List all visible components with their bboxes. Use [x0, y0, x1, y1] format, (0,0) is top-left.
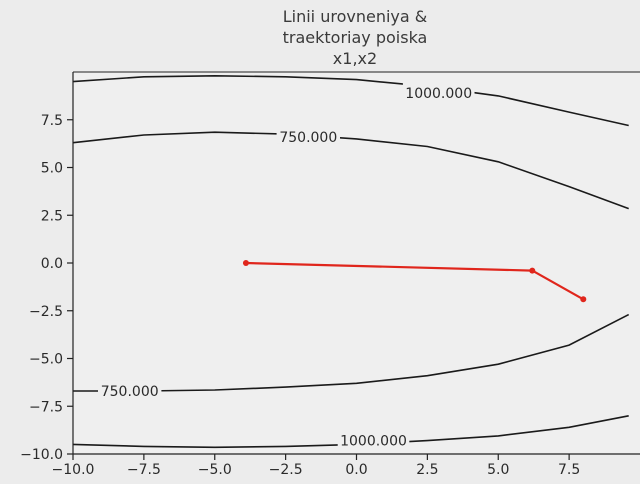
contour-label-gap-2 [98, 380, 162, 398]
chart-title-line-1: Linii urovneniya & [282, 7, 428, 26]
chart-title-line-3: x1,x2 [332, 49, 378, 68]
y-tick-label-1: −7.5 [29, 399, 63, 415]
y-tick-label-2: −5.0 [29, 352, 63, 368]
x-tick-label-7: 7.5 [558, 462, 580, 478]
y-tick-label-6: 5.0 [41, 161, 63, 177]
contour-line-0 [72, 74, 629, 127]
chart-title: Linii urovneniya & traektoriay poiska x1… [200, 6, 510, 69]
x-tick-label-5: 2.5 [416, 462, 438, 478]
y-tick-label-7: 7.5 [41, 113, 63, 129]
trajectory-point-0-2 [580, 296, 587, 303]
contour-label-1: 750.000 [279, 130, 337, 146]
contour-label-gap-1 [276, 126, 341, 144]
x-tick-label-6: 5.0 [487, 462, 509, 478]
contour-label-2: 750.000 [101, 384, 159, 400]
contour-label-0: 1000.000 [405, 86, 472, 102]
x-tick-label-0: −10.0 [52, 462, 95, 478]
contour-label-3: 1000.000 [340, 434, 407, 450]
y-tick-label-5: 2.5 [41, 208, 63, 224]
x-tick-label-4: 0.0 [345, 462, 367, 478]
y-tick-label-4: 0.0 [41, 256, 63, 272]
trajectory-point-0-1 [529, 267, 536, 274]
x-tick-label-1: −7.5 [127, 462, 161, 478]
contour-line-2 [73, 313, 630, 392]
y-tick-label-0: −10.0 [20, 447, 63, 463]
y-tick-label-3: −2.5 [29, 304, 63, 320]
chart-title-line-2: traektoriay poiska [282, 28, 428, 47]
x-tick-label-3: −2.5 [269, 462, 303, 478]
contour-line-1 [72, 131, 629, 210]
trajectory-point-0-0 [242, 260, 249, 266]
x-tick-label-2: −5.0 [198, 462, 232, 478]
contour-label-gap-3 [337, 430, 410, 448]
contour-label-gap-0 [402, 83, 475, 101]
